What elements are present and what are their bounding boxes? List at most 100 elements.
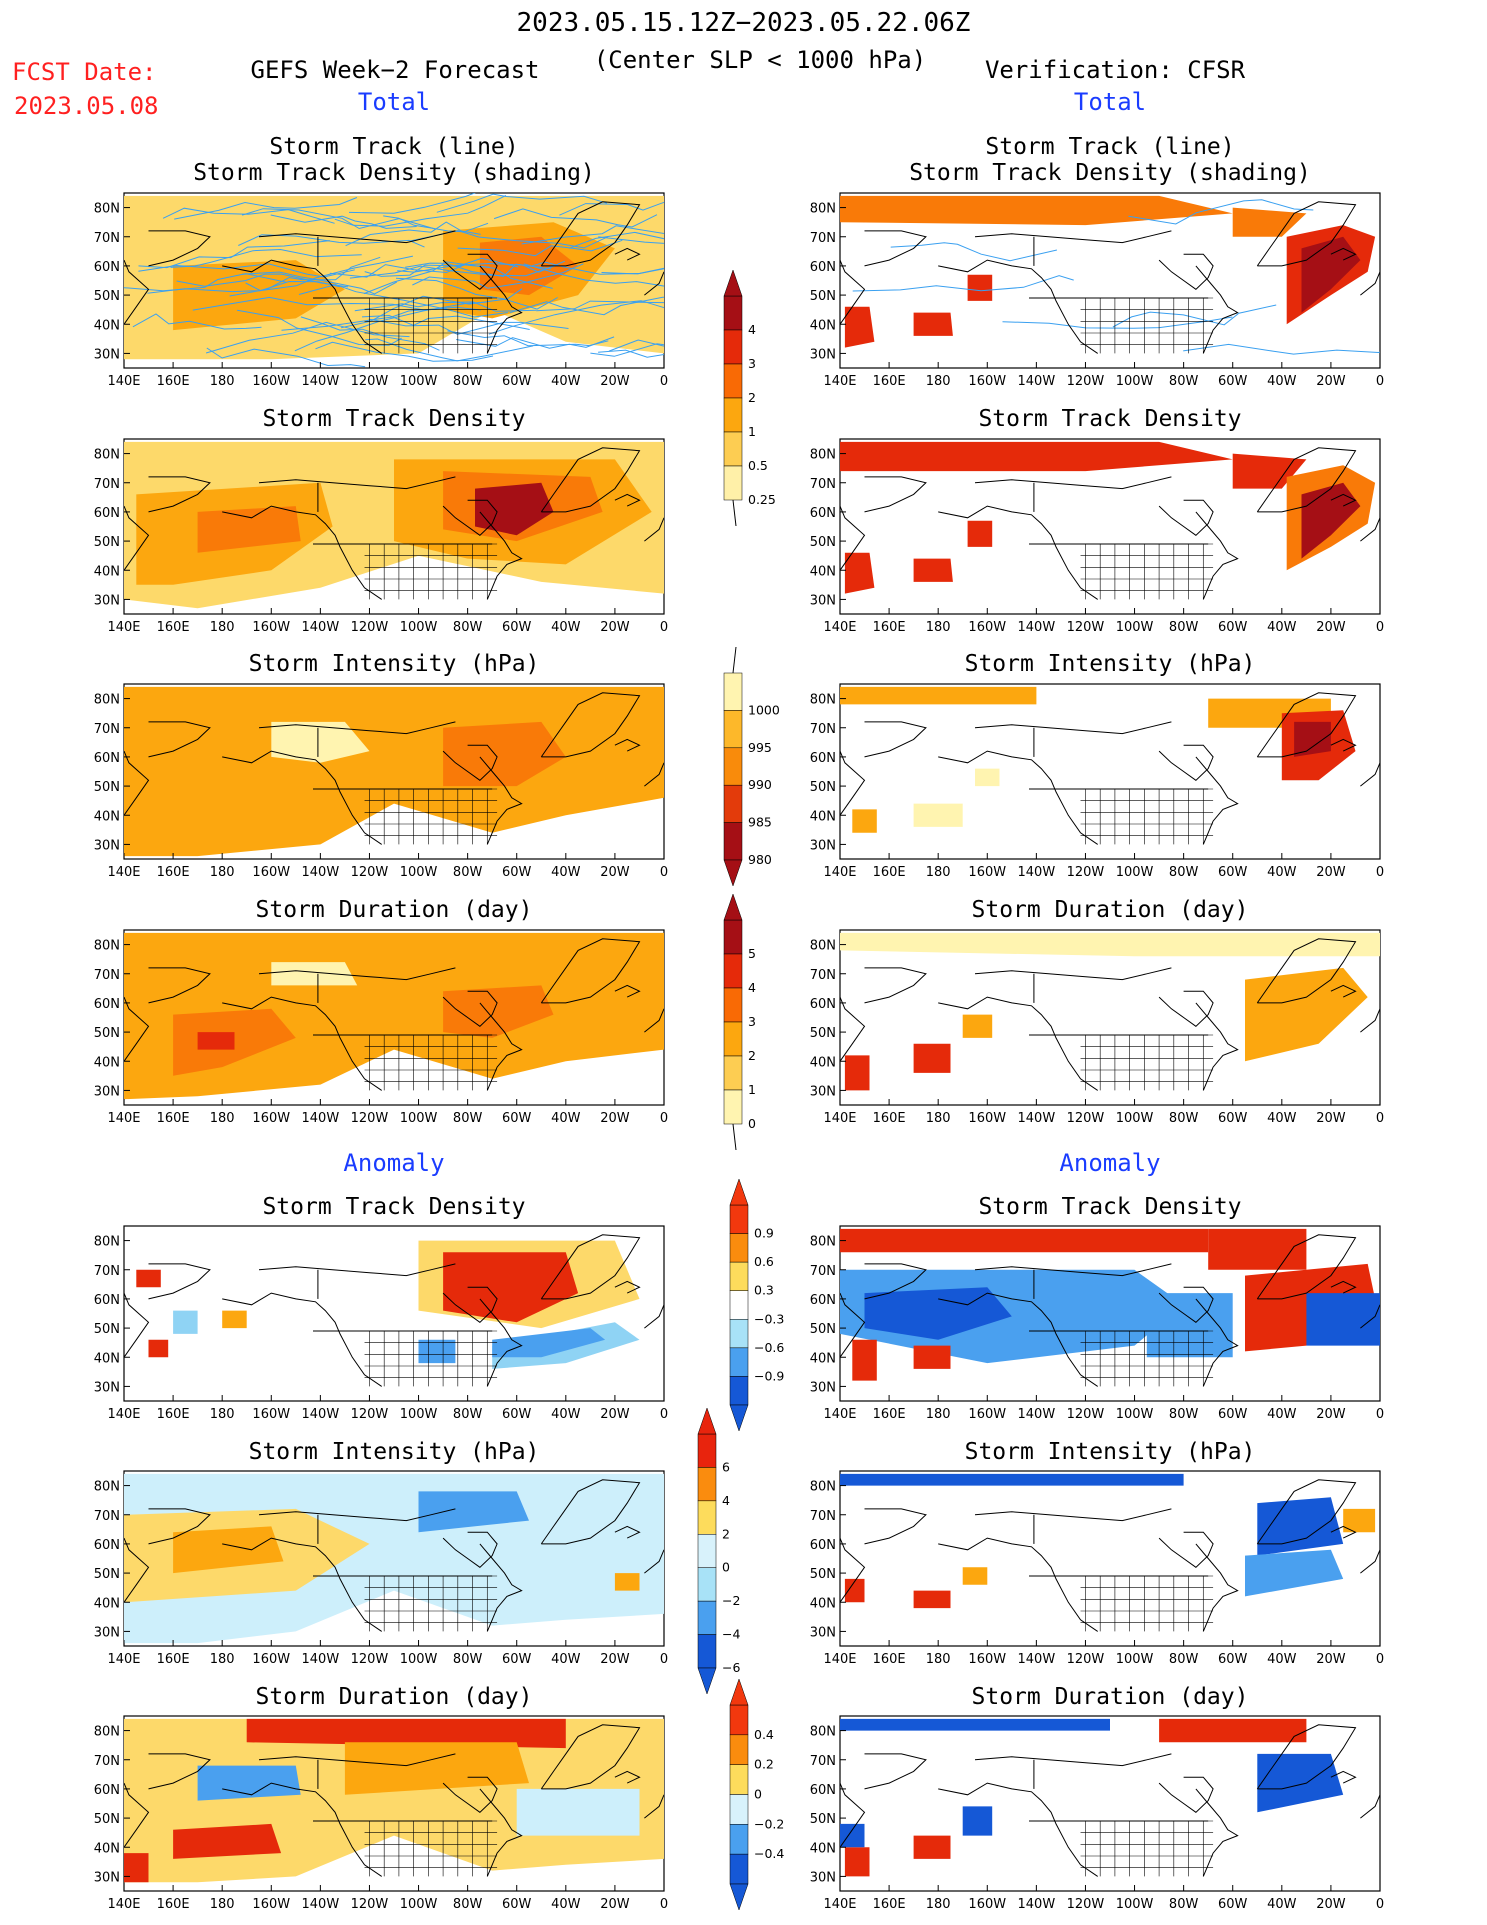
y-tick-label: 80N — [810, 1725, 836, 1740]
storm-track-line — [349, 265, 556, 279]
x-tick-label: 120W — [351, 1111, 389, 1126]
storm-track-line — [436, 193, 608, 213]
shaded-region-4 — [913, 803, 963, 827]
shaded-region-2 — [443, 721, 566, 787]
us-states — [313, 1269, 498, 1387]
y-tick-label: 80N — [810, 693, 836, 708]
x-tick-label: 120W — [351, 865, 389, 880]
coastline — [938, 259, 1098, 354]
coastline — [442, 1286, 498, 1323]
colorbar-swatch — [723, 1055, 743, 1091]
coastline — [974, 1753, 1172, 1767]
x-tick-label: 80W — [1169, 374, 1199, 389]
x-tick-label: 120W — [351, 1407, 389, 1422]
x-tick-label: 160E — [873, 374, 906, 389]
coastline — [258, 721, 456, 735]
coastline — [864, 967, 927, 1004]
coastline — [124, 1292, 150, 1358]
panel-left-7: 80N 70N 60N 50N 40N 30N 140E 160E 180 160W 140W 120… — [94, 1715, 668, 1912]
coastline — [938, 750, 1098, 845]
y-tick-label: 70N — [810, 722, 836, 737]
y-tick-label: 80N — [810, 939, 836, 954]
us-states — [1029, 482, 1214, 600]
panel-right-7: 80N 70N 60N 50N 40N 30N 140E 160E 180 160W 140W 120… — [810, 1715, 1384, 1912]
shaded-region-6 — [136, 1269, 161, 1288]
coastline — [1360, 517, 1380, 542]
y-tick-label: 60N — [94, 260, 120, 275]
shaded-region-4 — [844, 1847, 870, 1877]
y-tick-label: 30N — [810, 1625, 836, 1640]
y-tick-label: 70N — [94, 968, 120, 983]
shaded-region-1 — [1159, 1718, 1307, 1743]
coastline — [479, 1788, 523, 1877]
y-tick-label: 60N — [94, 751, 120, 766]
y-tick-label: 30N — [94, 1625, 120, 1640]
colorbar-swatch — [729, 1319, 749, 1349]
shaded-region-0 — [124, 932, 664, 1100]
colorbar-label: 4 — [722, 1493, 730, 1508]
coastline — [222, 505, 382, 600]
coastline — [540, 447, 641, 513]
colorbar-swatch — [729, 1204, 749, 1234]
shaded-region-5 — [173, 1823, 282, 1859]
x-tick-label: 40W — [551, 1111, 581, 1126]
x-tick-label: 180 — [210, 620, 235, 635]
shaded-region-3 — [962, 1806, 993, 1836]
coastline — [222, 1292, 382, 1387]
colorbar-swatch — [723, 1021, 743, 1057]
y-tick-label: 30N — [94, 593, 120, 608]
y-tick-label: 30N — [94, 347, 120, 362]
colorbar-label: 0 — [754, 1787, 762, 1802]
coastline — [1195, 511, 1239, 600]
storm-track-line — [447, 330, 609, 347]
panel-left-1: 80N 70N 60N 50N 40N 30N 140E 160E 180 160W 140W 120… — [94, 192, 668, 389]
colorbar-arrow-bottom — [723, 859, 743, 887]
coastline — [442, 1531, 498, 1568]
storm-track-line — [242, 271, 398, 295]
coastlines — [124, 1724, 664, 1877]
y-tick-label: 40N — [810, 1596, 836, 1611]
colorbar-label: 2 — [748, 1048, 756, 1063]
shaded-region-5 — [148, 1339, 169, 1358]
colorbar-density_total: 4 3 2 1 0.5 0.25 — [723, 269, 776, 527]
criterion-subtitle: (Center SLP < 1000 hPa) — [593, 46, 927, 74]
storm-track-line — [192, 296, 426, 311]
panel-title-left-1a: Storm Track (line) — [269, 134, 519, 160]
colorbar-label: 0.5 — [748, 458, 768, 473]
shaded-region-6 — [967, 520, 993, 547]
coastline — [442, 990, 498, 1027]
storm-track-line — [176, 273, 349, 288]
coastline — [614, 247, 641, 261]
y-tick-label: 40N — [810, 1351, 836, 1366]
shaded-region-1 — [443, 1252, 579, 1323]
shaded-region-5 — [913, 312, 953, 336]
coastline — [124, 996, 150, 1062]
shaded-region-4 — [962, 1014, 993, 1038]
x-tick-label: 20W — [600, 1111, 630, 1126]
y-tick-label: 30N — [810, 347, 836, 362]
storm-track-line — [162, 207, 335, 224]
panel-right-1: 80N 70N 60N 50N 40N 30N 140E 160E 180 160W 140W 120… — [810, 192, 1384, 389]
coastline — [1158, 1531, 1214, 1568]
storm-track-line — [365, 338, 534, 362]
colorbar-swatch — [697, 1433, 717, 1468]
colorbar-label: 0 — [722, 1560, 730, 1575]
y-tick-label: 50N — [810, 289, 836, 304]
colorbar-swatch — [723, 431, 743, 467]
x-tick-label: 20W — [1316, 1897, 1346, 1912]
x-tick-label: 80W — [453, 865, 483, 880]
coastline — [864, 476, 927, 513]
coastline — [1360, 1304, 1380, 1329]
x-tick-label: 180 — [210, 374, 235, 389]
x-tick-label: 0 — [1376, 374, 1384, 389]
y-tick-label: 70N — [810, 968, 836, 983]
shaded-region-0 — [840, 1473, 1184, 1486]
colorbar-swatch — [729, 1261, 749, 1291]
coastline — [1256, 1479, 1357, 1545]
x-tick-label: 180 — [926, 1407, 951, 1422]
x-tick-label: 40W — [1267, 1652, 1297, 1667]
total-label-right: Total — [1073, 88, 1147, 116]
x-tick-label: 100W — [1116, 1652, 1154, 1667]
x-tick-label: 160E — [157, 1111, 190, 1126]
x-tick-label: 100W — [1116, 865, 1154, 880]
